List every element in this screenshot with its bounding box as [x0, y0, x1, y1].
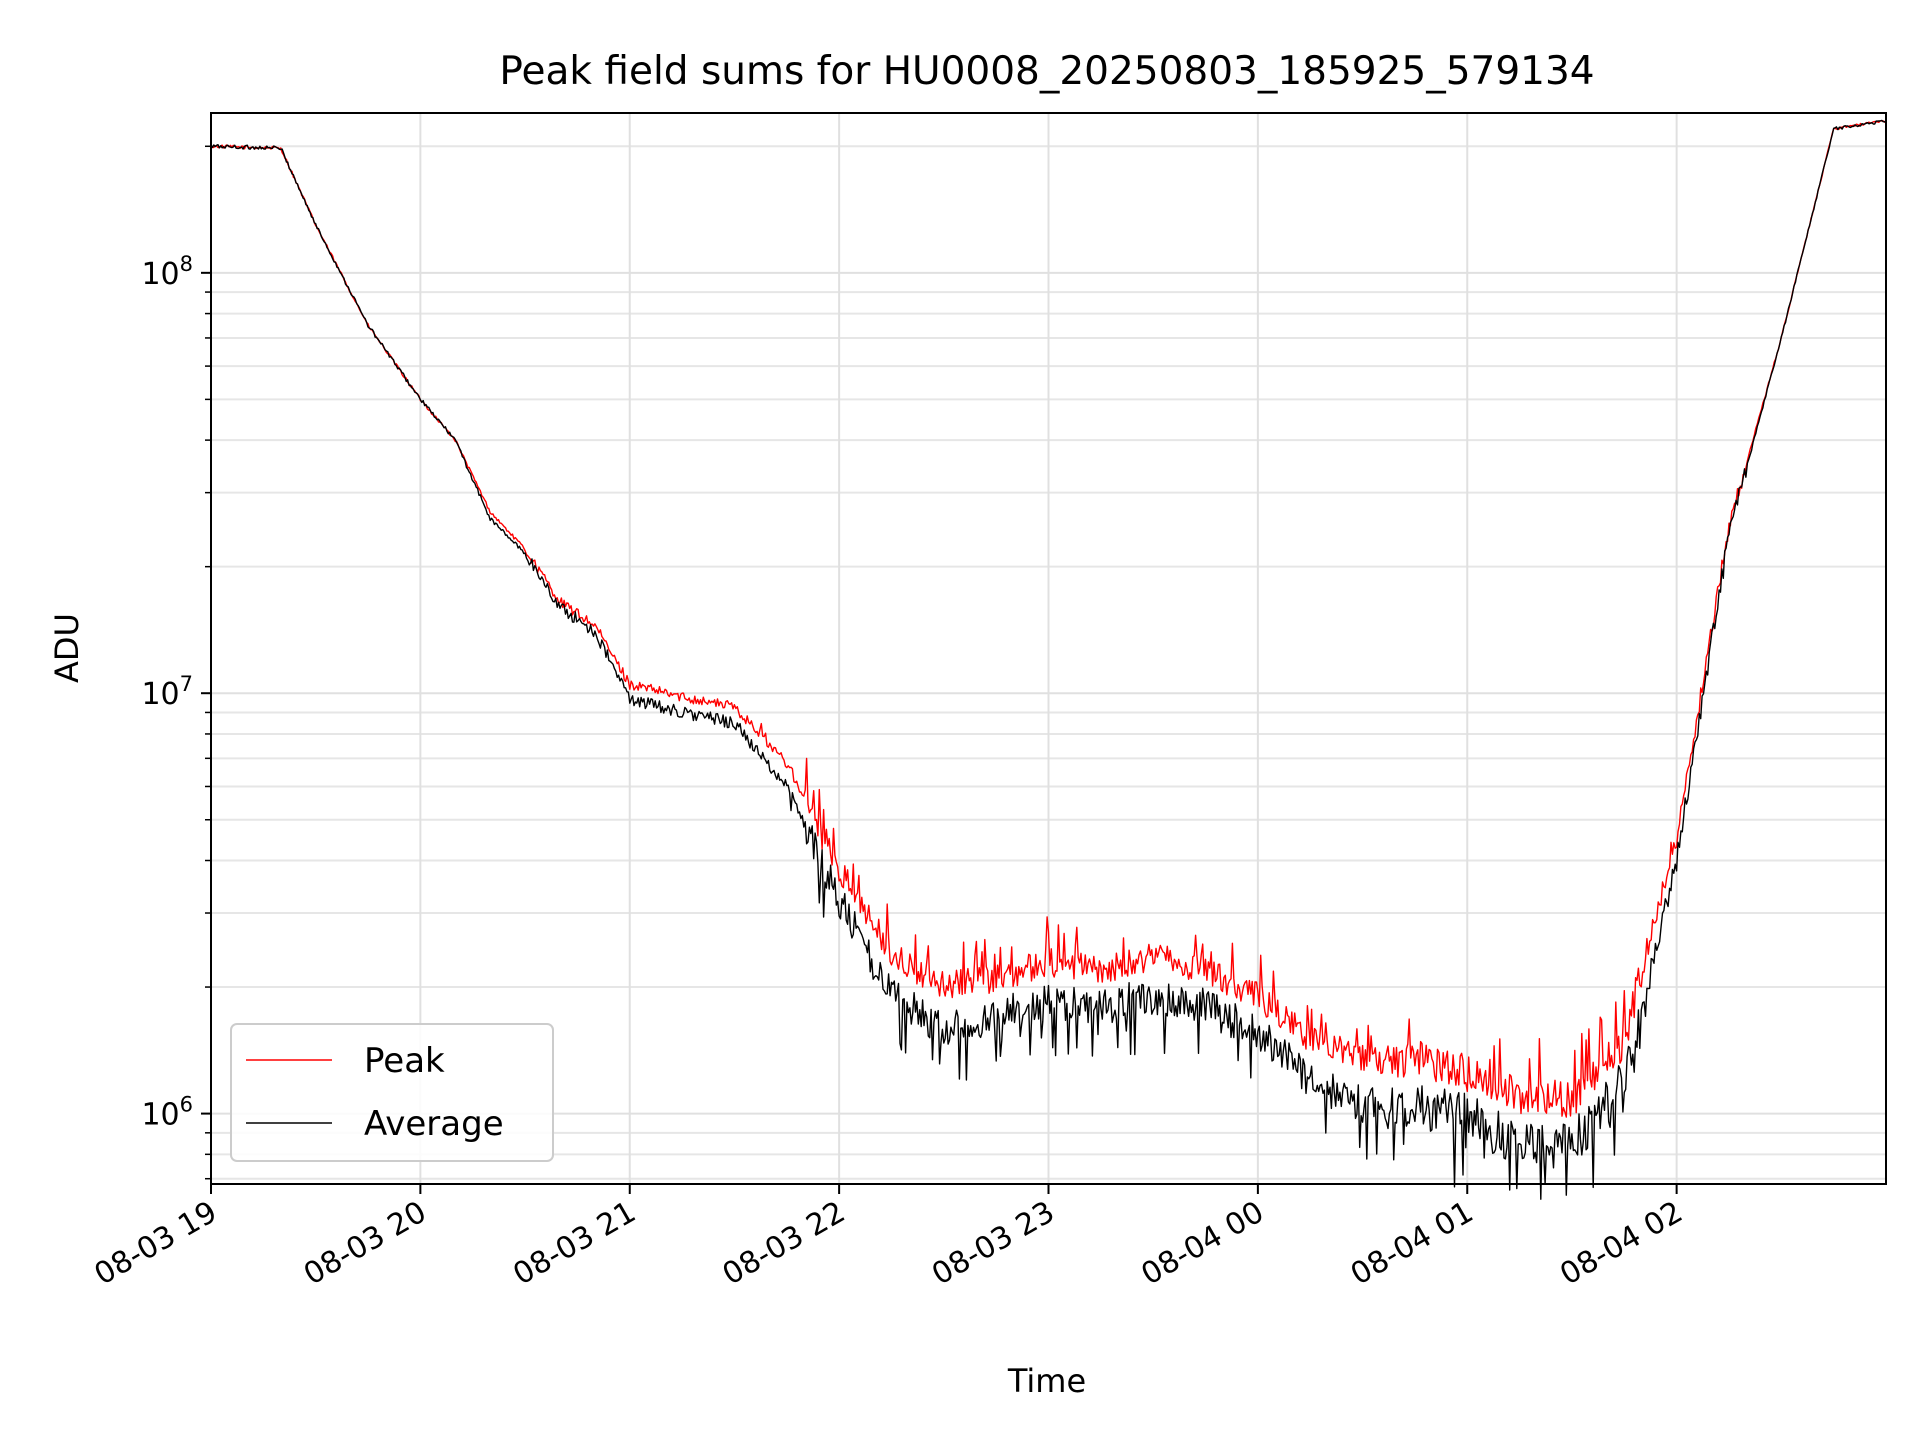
legend: Peak Average: [230, 1023, 554, 1162]
series-layer: [210, 119, 1887, 1200]
series-line-average: [210, 119, 1887, 1200]
series-line-peak: [210, 119, 1887, 1118]
y-axis-label: ADU: [48, 613, 86, 683]
x-axis-label: Time: [1007, 1362, 1086, 1400]
legend-box: [230, 1023, 554, 1162]
legend-label-average: Average: [364, 1104, 504, 1144]
legend-label-peak: Peak: [364, 1041, 445, 1081]
chart-title: Peak field sums for HU0008_20250803_1859…: [499, 49, 1594, 94]
